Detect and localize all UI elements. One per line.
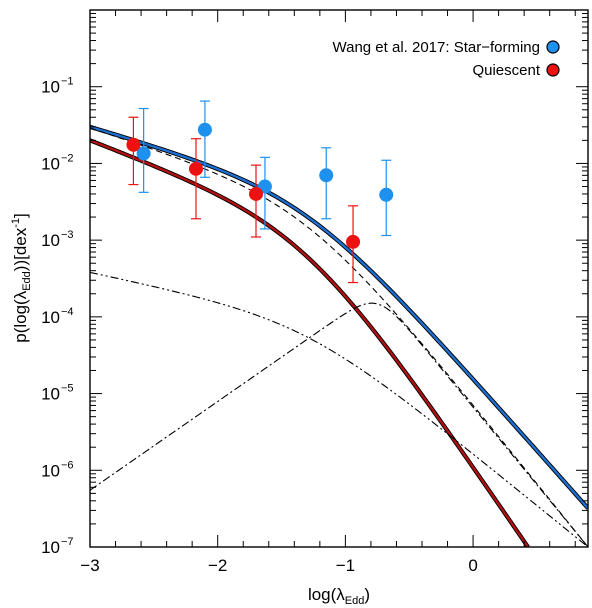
y-tick-exponent: −2 <box>61 152 74 164</box>
y-tick-exponent: −6 <box>61 459 74 471</box>
plot-frame <box>89 9 589 548</box>
y-axis-label: p(log(λEdd))[dex-1] <box>10 213 33 343</box>
legend-marker-star-forming <box>546 40 560 54</box>
data-points <box>126 122 394 249</box>
y-tick-label: 10 <box>41 154 60 173</box>
legend-marker-quiescent <box>546 63 560 77</box>
y-tick-label: 10 <box>41 308 60 327</box>
data-point-quiescent-0 <box>126 137 141 152</box>
y-tick-label: 10 <box>41 231 60 250</box>
y-tick-exponent: −5 <box>61 383 74 395</box>
curve-star-forming-model <box>90 125 588 510</box>
y-tick-label: 10 <box>41 538 60 557</box>
x-tick-label: −3 <box>80 556 99 575</box>
y-axis-label-close: ] <box>11 213 30 218</box>
data-point-quiescent-2 <box>249 186 263 201</box>
data-point-wang-et-al-2017-star-forming-1 <box>197 122 212 137</box>
y-axis-label-superscript: -1 <box>10 218 22 228</box>
data-point-wang-et-al-2017-star-forming-3 <box>319 168 334 183</box>
curve-dash-dot-component-peaked <box>90 302 588 547</box>
x-tick-labels: −3 −2 −1 0 <box>80 556 478 575</box>
y-tick-exponent: −1 <box>61 76 74 88</box>
curve-quiescent-model <box>90 139 529 547</box>
legend-label-quiescent: Quiescent <box>472 62 540 79</box>
curve-dash-dot-dot-component-power-law <box>90 271 588 547</box>
y-tick-exponent: −4 <box>61 306 74 318</box>
data-point-wang-et-al-2017-star-forming-4 <box>379 187 394 202</box>
y-tick-labels: 10−710−610−510−410−310−210−1 <box>41 76 73 557</box>
x-tick-label: 0 <box>468 556 477 575</box>
legend-label-star-forming: Wang et al. 2017: Star−forming <box>333 39 540 56</box>
x-axis-label-subscript: Edd <box>345 595 365 607</box>
curve-dashed-component <box>90 127 588 547</box>
y-tick-label: 10 <box>41 78 60 97</box>
x-axis-label: log(λEdd) <box>308 585 370 607</box>
y-tick-exponent: −7 <box>61 536 74 548</box>
plot-area-background <box>90 10 588 547</box>
y-axis-label-subscript: Edd <box>21 271 33 291</box>
data-point-quiescent-1 <box>188 161 203 176</box>
data-point-quiescent-3 <box>346 234 361 249</box>
x-tick-label: −2 <box>208 556 227 575</box>
legend: Wang et al. 2017: Star−forming Quiescent <box>333 39 560 79</box>
y-axis-label-mid: ))[dex <box>11 227 30 271</box>
model-curves <box>90 124 588 547</box>
axis-ticks <box>89 10 588 548</box>
data-point-wang-et-al-2017-star-forming-0 <box>136 146 151 161</box>
x-axis-label-end: ) <box>364 585 370 604</box>
y-tick-exponent: −3 <box>61 229 74 241</box>
y-tick-label: 10 <box>41 461 60 480</box>
y-tick-label: 10 <box>41 385 60 404</box>
x-tick-label: −1 <box>336 556 355 575</box>
